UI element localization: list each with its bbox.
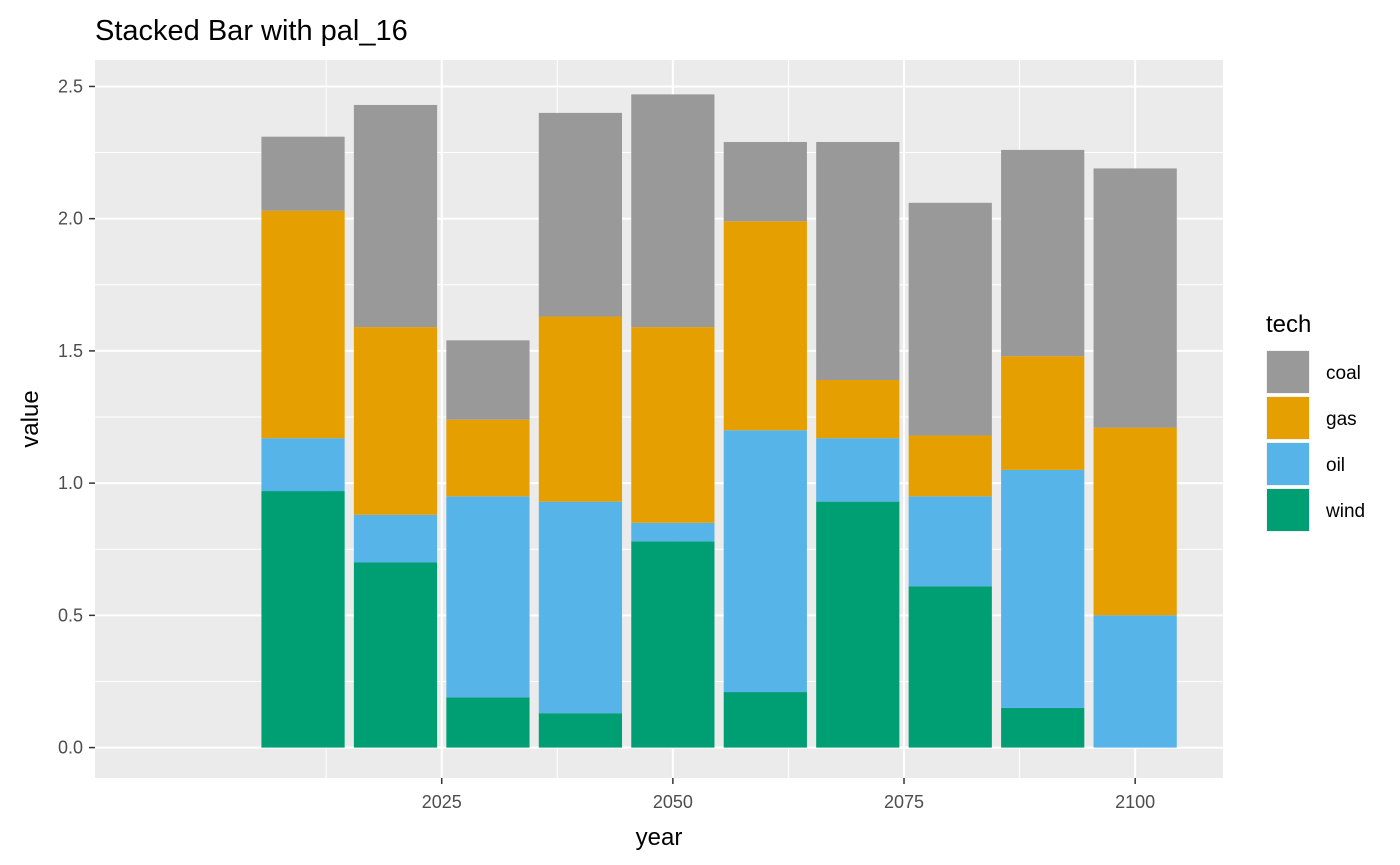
bar-segment-oil — [1001, 469, 1085, 708]
bar-segment-wind — [1001, 707, 1085, 748]
bar-segment-coal — [538, 112, 623, 317]
legend-label-oil: oil — [1326, 455, 1345, 476]
bar-segment-gas — [908, 435, 992, 497]
bar-segment-wind — [631, 541, 715, 748]
bar-segment-coal — [446, 340, 530, 420]
y-tick-label: 0.0 — [58, 738, 83, 758]
bar-segment-wind — [908, 586, 992, 748]
x-tick-label: 2100 — [1115, 792, 1155, 812]
legend-swatch-oil — [1267, 443, 1309, 485]
bar-segment-wind — [538, 713, 623, 748]
bar-segment-gas — [1093, 427, 1177, 616]
legend-label-wind: wind — [1325, 501, 1365, 522]
y-tick-label: 2.5 — [58, 76, 83, 96]
legend-swatch-gas — [1267, 397, 1309, 439]
legend-label-coal: coal — [1326, 363, 1361, 384]
y-axis-ticks: 0.0 0.5 1.0 1.5 2.0 2.5 — [58, 76, 95, 758]
bar-segment-coal — [816, 141, 900, 380]
x-axis-ticks: 2025 2050 2075 2100 — [422, 778, 1155, 812]
bar-segment-gas — [446, 419, 530, 497]
x-axis-title: year — [636, 824, 683, 851]
bar-segment-wind — [446, 697, 530, 748]
legend-title: tech — [1266, 311, 1311, 338]
x-tick-label: 2025 — [422, 792, 462, 812]
bar-segment-gas — [816, 379, 900, 439]
bar-segment-wind — [816, 501, 900, 748]
bar-segment-oil — [631, 522, 715, 542]
x-tick-label: 2050 — [653, 792, 693, 812]
y-tick-label: 2.0 — [58, 209, 83, 229]
bar-segment-wind — [353, 562, 438, 748]
bar-segment-coal — [723, 141, 807, 222]
bar-segment-gas — [261, 210, 345, 439]
bars — [261, 94, 1177, 748]
bar-segment-coal — [908, 202, 992, 436]
bar-segment-gas — [723, 221, 807, 431]
bar-segment-coal — [631, 94, 715, 328]
chart-title: Stacked Bar with pal_16 — [95, 15, 408, 47]
bar-segment-oil — [538, 501, 623, 714]
bar-segment-oil — [353, 514, 438, 563]
legend-label-gas: gas — [1326, 409, 1357, 430]
bar-segment-wind — [723, 692, 807, 748]
y-tick-label: 0.5 — [58, 605, 83, 625]
bar-segment-oil — [446, 496, 530, 698]
legend-swatch-wind — [1267, 489, 1309, 531]
bar-segment-oil — [723, 430, 807, 693]
y-axis-title: value — [17, 390, 44, 447]
y-tick-label: 1.5 — [58, 341, 83, 361]
bar-segment-oil — [816, 438, 900, 502]
y-tick-label: 1.0 — [58, 473, 83, 493]
legend-swatch-coal — [1267, 351, 1309, 393]
x-tick-label: 2075 — [884, 792, 924, 812]
legend-keys: coal gas oil wind — [1266, 350, 1365, 532]
bar-segment-gas — [631, 327, 715, 523]
bar-segment-oil — [1093, 615, 1177, 748]
bar-segment-oil — [261, 438, 345, 492]
bar-segment-coal — [1093, 168, 1177, 428]
bar-segment-oil — [908, 496, 992, 587]
bar-segment-coal — [353, 104, 438, 328]
bar-segment-gas — [538, 316, 623, 502]
bar-segment-wind — [261, 491, 345, 748]
bar-segment-coal — [1001, 149, 1085, 357]
bar-segment-gas — [1001, 356, 1085, 470]
bar-segment-coal — [261, 136, 345, 211]
legend: tech coal gas oil wind — [1266, 311, 1365, 532]
bar-segment-gas — [353, 327, 438, 515]
